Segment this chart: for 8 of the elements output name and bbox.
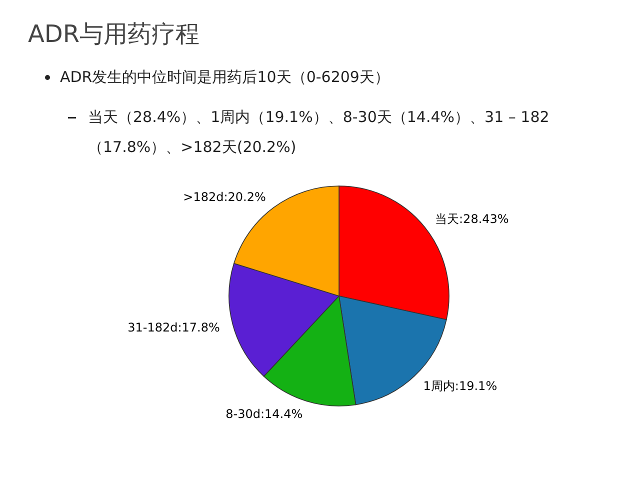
text: 当天（28.4%）、1周内（19.1%）、8-30天（14.4%）、31 – 182（17.8%）、>182天(20.2%): [88, 107, 550, 158]
slice-label: >182d:20.2%: [183, 190, 266, 204]
text: ADR发生的中位时间是用药后10天（0-6209天）: [60, 68, 390, 87]
slice-label: 31-182d:17.8%: [128, 320, 220, 335]
slice-label: 1周内:19.1%: [423, 379, 498, 394]
slice-label: 8-30d:14.4%: [226, 406, 303, 421]
slice-label: 当天:28.43%: [435, 212, 509, 226]
chart-title: ADR与用药疗程: [28, 20, 200, 48]
